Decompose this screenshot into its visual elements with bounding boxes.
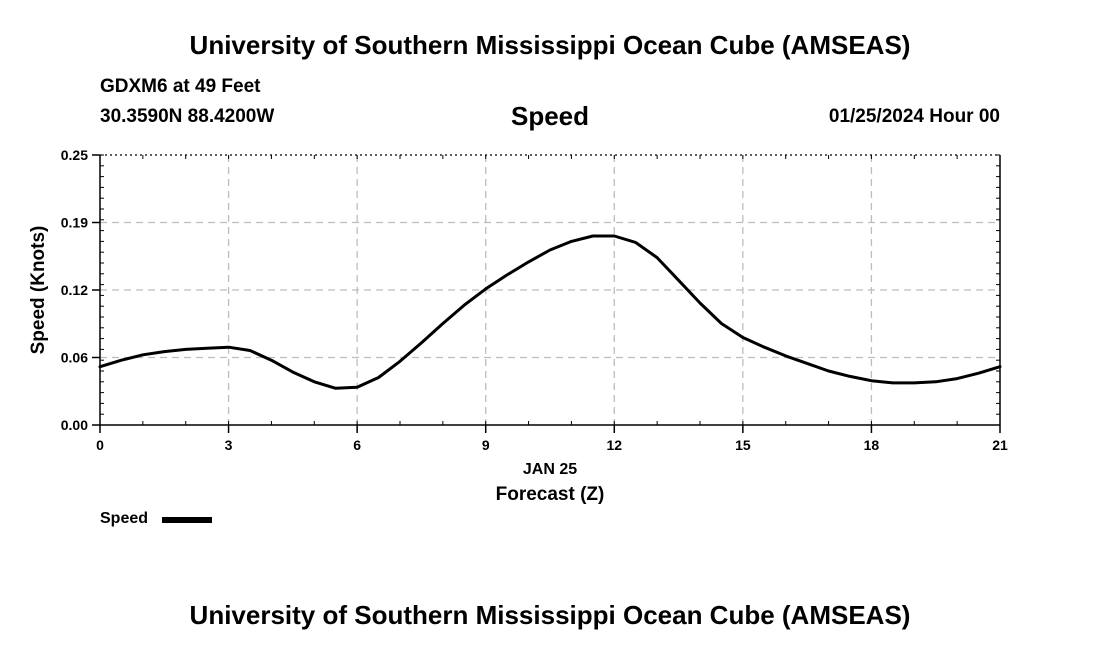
y-tick-label: 0.12 <box>61 282 88 298</box>
legend-swatch <box>162 517 212 523</box>
x-tick-label: 12 <box>606 437 622 453</box>
x-tick-label: 9 <box>482 437 490 453</box>
x-tick-label: 15 <box>735 437 751 453</box>
variable-title: Speed <box>510 101 590 131</box>
y-tick-label: 0.00 <box>61 417 88 433</box>
x-tick-label: 3 <box>225 437 233 453</box>
coordinates-label: 30.3590N 88.4200W <box>100 106 275 127</box>
chart-title-top: University of Southern Mississippi Ocean… <box>189 30 911 60</box>
x-tick-label: 6 <box>353 437 361 453</box>
y-tick-label: 0.19 <box>61 215 88 231</box>
speed-series-line <box>98 234 1002 390</box>
legend-label: Speed <box>100 510 149 527</box>
x-tick-label: 21 <box>992 437 1008 453</box>
station-label: GDXM6 at 49 Feet <box>100 76 261 97</box>
x-tick-label: 18 <box>864 437 880 453</box>
chart-title-bottom: University of Southern Mississippi Ocean… <box>189 600 911 630</box>
y-tick-label: 0.06 <box>61 350 88 366</box>
x-axis-sublabel: JAN 25 <box>523 461 577 478</box>
y-axis-label: Speed (Knots) <box>28 226 49 355</box>
datetime-label: 01/25/2024 Hour 00 <box>828 106 1000 127</box>
y-tick-label: 0.25 <box>61 147 88 163</box>
x-axis-label: Forecast (Z) <box>496 484 605 505</box>
x-tick-label: 0 <box>96 437 104 453</box>
